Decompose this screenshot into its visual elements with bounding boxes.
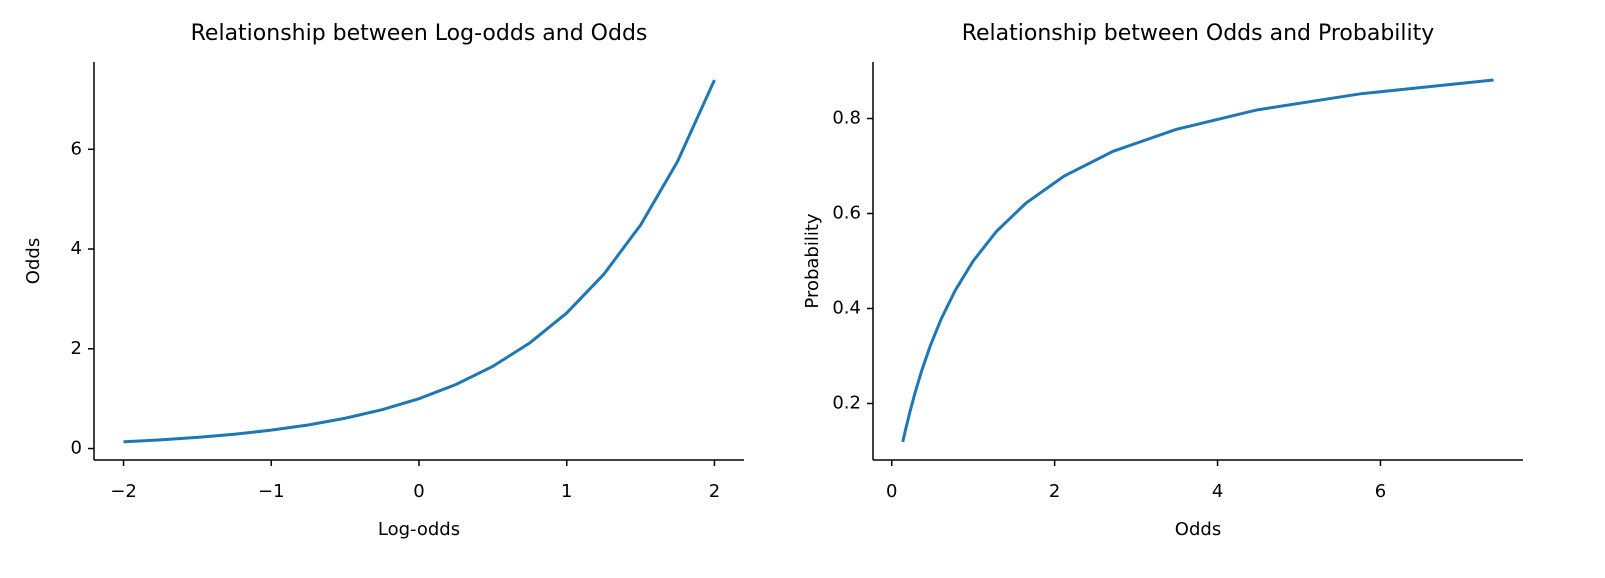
data-line	[901, 78, 1494, 443]
x-axis-label: Log-odds	[378, 519, 460, 540]
y-tick-label: 2	[71, 338, 82, 359]
chart-title: Relationship between Odds and Probabilit…	[962, 21, 1435, 46]
y-axis-label: Probability	[802, 213, 823, 308]
y-tick-label: 4	[71, 238, 82, 259]
x-tick-label: 2	[709, 481, 720, 502]
x-tick-label: 6	[1375, 481, 1386, 502]
y-tick-label: 0.4	[832, 297, 861, 318]
x-tick-label: −1	[258, 481, 285, 502]
y-tick-label: 0.6	[832, 203, 861, 224]
x-tick-label: −2	[110, 481, 137, 502]
x-tick-label: 0	[413, 481, 424, 502]
y-tick-label: 0.8	[832, 108, 861, 129]
data-line	[123, 79, 716, 444]
y-tick-label: 0	[71, 438, 82, 459]
chart-title: Relationship between Log-odds and Odds	[191, 21, 648, 46]
x-tick-label: 4	[1212, 481, 1223, 502]
x-axis-label: Odds	[1175, 519, 1221, 540]
y-axis-label: Odds	[23, 238, 44, 284]
x-tick-label: 2	[1049, 481, 1060, 502]
x-tick-label: 0	[886, 481, 897, 502]
x-tick-label: 1	[561, 481, 572, 502]
y-tick-label: 6	[71, 138, 82, 159]
y-tick-label: 0.2	[832, 392, 861, 413]
